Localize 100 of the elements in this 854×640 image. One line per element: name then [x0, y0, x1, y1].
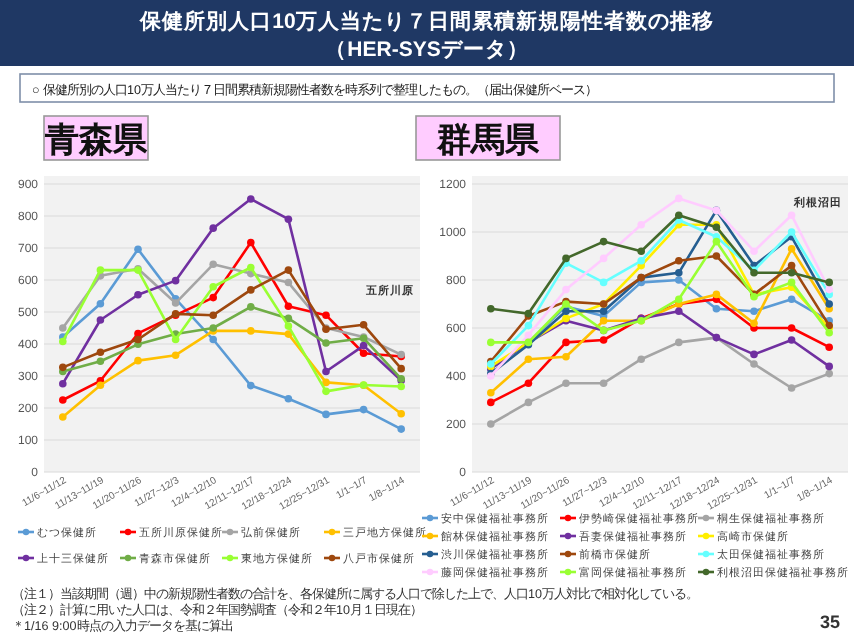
point: [171, 351, 180, 359]
chart-title: 群馬県: [435, 121, 541, 159]
point: [96, 299, 105, 308]
chart-title: 青森県: [43, 121, 149, 159]
point: [787, 278, 796, 287]
point: [134, 245, 142, 254]
point: [284, 330, 293, 338]
point: [284, 322, 293, 330]
point: [247, 303, 255, 311]
point: [787, 336, 796, 344]
point: [59, 379, 67, 388]
point: [284, 394, 293, 403]
point: [599, 254, 608, 263]
point: [359, 341, 368, 350]
point: [675, 269, 683, 277]
point: [562, 353, 570, 361]
point: [322, 339, 330, 347]
point: [524, 331, 533, 339]
point: [247, 381, 255, 390]
point: [247, 195, 255, 203]
point: [322, 387, 330, 396]
point: [637, 247, 645, 255]
point: [599, 317, 608, 325]
point: [322, 311, 330, 319]
point: [59, 337, 67, 346]
point: [247, 286, 255, 294]
point: [59, 396, 67, 404]
point: [524, 321, 533, 330]
point: [675, 338, 683, 347]
point: [134, 329, 142, 338]
point: [284, 278, 293, 287]
point: [787, 295, 796, 303]
point: [712, 252, 721, 260]
point: [209, 293, 217, 302]
point: [284, 215, 293, 223]
point: [787, 228, 796, 236]
point: [750, 307, 758, 315]
point: [247, 263, 255, 272]
point: [599, 278, 608, 287]
point: [675, 257, 683, 265]
point: [134, 290, 142, 299]
point: [524, 355, 533, 363]
point: [487, 389, 495, 397]
point: [487, 338, 495, 347]
point: [96, 316, 105, 324]
point: [825, 300, 833, 308]
point: [825, 343, 833, 351]
point: [825, 329, 833, 337]
point: [96, 357, 105, 366]
text: 35: [819, 612, 840, 632]
point: [675, 307, 683, 315]
point: [134, 335, 142, 344]
point: [209, 311, 217, 319]
point: [712, 290, 721, 299]
point: [397, 364, 405, 373]
point: [397, 409, 405, 418]
point: [599, 307, 608, 315]
point: [359, 321, 368, 329]
point: [637, 355, 645, 363]
point: [322, 378, 330, 387]
point: [487, 305, 495, 313]
point: [59, 324, 67, 332]
point: [825, 369, 833, 378]
point: [209, 224, 217, 232]
point: [524, 379, 533, 387]
point: [322, 410, 330, 419]
point: [787, 245, 796, 253]
point: [750, 360, 758, 368]
point: [712, 305, 721, 313]
point: [825, 278, 833, 287]
point: [209, 260, 217, 269]
point: [562, 379, 570, 387]
point: [750, 247, 758, 255]
point: [487, 398, 495, 407]
point: [825, 285, 833, 294]
point: [359, 405, 368, 414]
point: [562, 307, 570, 315]
point: [562, 254, 570, 263]
point: [675, 276, 683, 284]
line-series: [59, 327, 405, 421]
point: [637, 257, 645, 265]
point: [284, 266, 293, 274]
point: [247, 238, 255, 247]
point: [675, 194, 683, 203]
point: [359, 349, 368, 358]
point: [96, 381, 105, 390]
point: [171, 335, 180, 344]
point: [397, 425, 405, 433]
point: [750, 319, 758, 327]
point: [524, 398, 533, 407]
point: [787, 269, 796, 277]
point: [599, 336, 608, 344]
point: [284, 314, 293, 323]
point: [599, 237, 608, 246]
point: [787, 211, 796, 219]
point: [750, 350, 758, 359]
text: 保健所別人口10万人当たり７日間累積新規陽性者数の推移: [138, 8, 714, 34]
point: [322, 367, 330, 376]
point: [675, 295, 683, 303]
point: [209, 335, 217, 344]
